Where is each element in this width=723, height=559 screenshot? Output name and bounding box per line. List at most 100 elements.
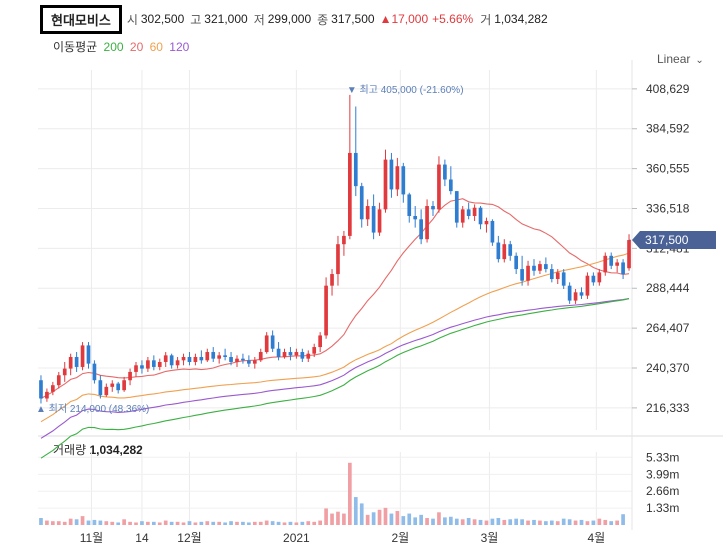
volume-bar: [466, 518, 471, 525]
candle-body: [371, 206, 376, 233]
candle: [342, 230, 346, 256]
candle-body: [579, 292, 584, 296]
volume-bar: [74, 519, 79, 525]
ma-120-legend[interactable]: 120: [169, 40, 190, 54]
ma-200-legend[interactable]: 200: [103, 40, 124, 54]
candle: [146, 357, 150, 372]
volume-bar: [62, 521, 67, 525]
candle-body: [342, 235, 346, 245]
volume-bar: [371, 512, 376, 525]
volume-bar: [496, 518, 501, 525]
moving-average-legend: 이동평균 200 20 60 120: [53, 38, 192, 55]
change-percent: +5.66%: [432, 12, 474, 26]
ma-20-legend[interactable]: 20: [129, 40, 144, 54]
volume-bar: [597, 518, 602, 525]
volume-bar: [288, 521, 293, 525]
ma-120-line: [40, 297, 630, 439]
candle: [538, 260, 542, 275]
volume-tick-label: 1.33m: [646, 501, 679, 515]
candle: [448, 166, 453, 195]
volume-bar: [460, 519, 465, 525]
candle-body: [591, 275, 596, 283]
low-label: 저: [253, 12, 265, 27]
candle-body: [258, 352, 263, 361]
ma-60-legend[interactable]: 60: [149, 40, 163, 54]
volume-bar: [425, 518, 429, 525]
close-value: 317,500: [331, 12, 375, 26]
volume-bar: [621, 514, 625, 525]
change-up-icon: ▲: [379, 12, 392, 26]
candle-body: [437, 164, 441, 210]
volume-bar: [561, 518, 566, 525]
volume-bar: [282, 522, 287, 525]
volume-bar: [413, 517, 418, 525]
candle-body: [597, 272, 602, 283]
candle: [484, 217, 489, 233]
candle: [365, 199, 370, 226]
candle-body: [431, 206, 435, 210]
candle: [312, 343, 317, 358]
candle: [603, 252, 608, 276]
candle: [567, 282, 572, 304]
volume-tick-label: 3.99m: [646, 467, 679, 481]
high-value: 321,000: [204, 12, 248, 26]
candle: [549, 264, 554, 283]
volume-bar: [348, 462, 352, 525]
candle: [68, 353, 73, 376]
volume-bar: [169, 521, 174, 525]
volume-bar: [502, 519, 507, 525]
candle-body: [401, 166, 406, 195]
volume-bar: [116, 522, 121, 525]
candle: [359, 182, 364, 228]
candle-body: [122, 380, 126, 391]
volume-bar: [330, 513, 334, 525]
volume-bar: [526, 520, 530, 525]
x-tick-label: 2021: [283, 531, 310, 545]
volume-bar: [56, 521, 61, 525]
candle: [276, 342, 281, 361]
candle: [56, 371, 61, 389]
candle-body: [211, 352, 216, 359]
volume-bar: [199, 521, 204, 525]
candle-body: [68, 357, 73, 369]
candle-body: [365, 206, 370, 220]
candle: [163, 352, 168, 367]
candle-body: [276, 348, 281, 358]
x-tick-label: 3월: [481, 531, 499, 545]
volume-bar: [395, 511, 400, 525]
scale-dropdown[interactable]: Linear ⌄: [657, 52, 704, 66]
grid-lines: [38, 70, 632, 525]
candle-body: [621, 262, 625, 275]
price-tick-label: 240,370: [646, 361, 690, 375]
candle: [193, 353, 198, 366]
candle-body: [526, 265, 530, 281]
candle: [413, 206, 418, 228]
candle-body: [609, 255, 614, 266]
price-tick-label: 336,518: [646, 201, 690, 215]
volume-panel-label: 거래량 1,034,282: [53, 441, 143, 458]
volume-bar: [122, 519, 126, 525]
ma-legend-label: 이동평균: [53, 40, 98, 54]
candle-body: [508, 244, 513, 256]
candle: [300, 348, 305, 362]
volume-bar: [490, 518, 495, 525]
candle-body: [573, 292, 578, 301]
stock-name[interactable]: 현대모비스: [40, 4, 122, 34]
volume-bar: [68, 518, 73, 525]
ma-200-line: [40, 298, 630, 459]
volume-bar: [585, 521, 590, 525]
volume-bar: [163, 520, 168, 525]
volume-bar: [134, 522, 138, 525]
candle: [532, 259, 536, 276]
candle-body: [98, 380, 103, 396]
candle: [258, 348, 263, 362]
candle: [496, 235, 501, 263]
change-value: 17,000: [391, 12, 429, 26]
volume-bar: [591, 520, 596, 525]
candle: [561, 269, 566, 289]
candle-body: [520, 269, 524, 281]
volume-bar: [270, 521, 275, 525]
volume-bar: [205, 521, 210, 525]
candle-body: [538, 264, 542, 271]
